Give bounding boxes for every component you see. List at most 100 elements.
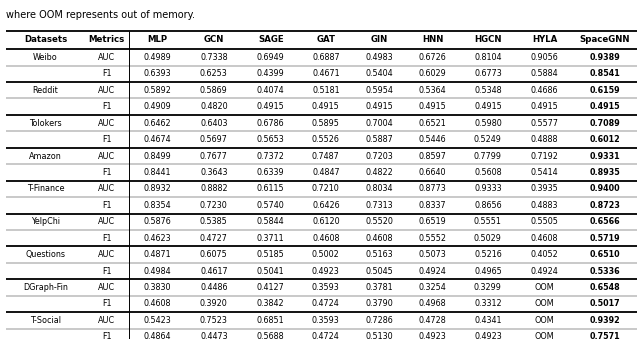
Text: 0.3790: 0.3790: [365, 299, 393, 308]
Text: 0.5719: 0.5719: [589, 234, 620, 243]
Text: 0.4923: 0.4923: [312, 266, 340, 276]
Text: 0.4915: 0.4915: [589, 102, 620, 111]
Text: 0.8723: 0.8723: [589, 201, 620, 210]
Text: T-Finance: T-Finance: [27, 184, 64, 194]
Text: 0.4915: 0.4915: [531, 102, 559, 111]
Text: 0.6339: 0.6339: [257, 168, 285, 177]
Text: 0.5887: 0.5887: [365, 135, 393, 144]
Text: 0.5163: 0.5163: [365, 250, 393, 259]
Text: F1: F1: [102, 332, 111, 339]
Text: 0.5688: 0.5688: [257, 332, 285, 339]
Text: F1: F1: [102, 201, 111, 210]
Text: 0.4883: 0.4883: [531, 201, 559, 210]
Text: 0.5073: 0.5073: [419, 250, 447, 259]
Text: 0.4847: 0.4847: [312, 168, 340, 177]
Text: 0.3842: 0.3842: [257, 299, 285, 308]
Text: 0.4822: 0.4822: [365, 168, 393, 177]
Text: 0.4623: 0.4623: [143, 234, 171, 243]
Text: F1: F1: [102, 135, 111, 144]
Text: F1: F1: [102, 168, 111, 177]
Text: Questions: Questions: [26, 250, 65, 259]
Text: 0.8932: 0.8932: [143, 184, 171, 194]
Text: 0.4923: 0.4923: [474, 332, 502, 339]
Text: 0.4473: 0.4473: [200, 332, 228, 339]
Text: AUC: AUC: [98, 217, 115, 226]
Text: SAGE: SAGE: [258, 35, 284, 44]
Text: 0.5446: 0.5446: [419, 135, 447, 144]
Text: OOM: OOM: [535, 283, 554, 292]
Text: 0.9333: 0.9333: [474, 184, 502, 194]
Text: 0.8104: 0.8104: [474, 53, 502, 62]
Text: 0.6403: 0.6403: [200, 119, 228, 128]
Text: Amazon: Amazon: [29, 152, 62, 161]
Text: 0.6566: 0.6566: [589, 217, 620, 226]
Text: HNN: HNN: [422, 35, 444, 44]
Text: T-Social: T-Social: [30, 316, 61, 325]
Text: F1: F1: [102, 234, 111, 243]
Text: 0.4724: 0.4724: [312, 299, 340, 308]
Text: DGraph-Fin: DGraph-Fin: [23, 283, 68, 292]
Text: 0.6521: 0.6521: [419, 119, 447, 128]
Text: AUC: AUC: [98, 283, 115, 292]
Text: 0.4052: 0.4052: [531, 250, 559, 259]
Text: 0.6029: 0.6029: [419, 69, 447, 78]
Text: 0.4608: 0.4608: [143, 299, 171, 308]
Text: 0.7523: 0.7523: [200, 316, 228, 325]
Text: 0.4888: 0.4888: [531, 135, 559, 144]
Text: 0.4915: 0.4915: [257, 102, 285, 111]
Text: 0.4608: 0.4608: [531, 234, 559, 243]
Text: 0.6887: 0.6887: [312, 53, 340, 62]
Text: 0.6726: 0.6726: [419, 53, 447, 62]
Text: F1: F1: [102, 266, 111, 276]
Text: 0.4724: 0.4724: [312, 332, 340, 339]
Text: 0.8034: 0.8034: [365, 184, 393, 194]
Text: 0.7677: 0.7677: [200, 152, 228, 161]
Text: AUC: AUC: [98, 152, 115, 161]
Text: 0.4924: 0.4924: [419, 266, 447, 276]
Text: 0.5954: 0.5954: [365, 86, 393, 95]
Text: 0.4915: 0.4915: [365, 102, 393, 111]
Text: 0.5029: 0.5029: [474, 234, 502, 243]
Text: 0.5892: 0.5892: [143, 86, 171, 95]
Text: 0.4820: 0.4820: [200, 102, 228, 111]
Text: 0.5869: 0.5869: [200, 86, 228, 95]
Text: 0.8499: 0.8499: [143, 152, 171, 161]
Text: 0.6548: 0.6548: [589, 283, 620, 292]
Text: 0.8882: 0.8882: [200, 184, 228, 194]
Text: 0.4915: 0.4915: [474, 102, 502, 111]
Text: 0.3830: 0.3830: [143, 283, 171, 292]
Text: 0.4968: 0.4968: [419, 299, 447, 308]
Text: 0.5577: 0.5577: [531, 119, 559, 128]
Text: 0.4127: 0.4127: [257, 283, 285, 292]
Text: 0.4924: 0.4924: [531, 266, 559, 276]
Text: 0.6426: 0.6426: [312, 201, 340, 210]
Text: Weibo: Weibo: [33, 53, 58, 62]
Text: 0.3593: 0.3593: [312, 283, 340, 292]
Text: 0.4608: 0.4608: [312, 234, 340, 243]
Text: 0.9389: 0.9389: [589, 53, 620, 62]
Text: 0.5740: 0.5740: [257, 201, 285, 210]
Text: 0.4727: 0.4727: [200, 234, 228, 243]
Text: 0.8337: 0.8337: [419, 201, 447, 210]
Text: 0.7313: 0.7313: [365, 201, 393, 210]
Text: AUC: AUC: [98, 184, 115, 194]
Text: 0.4909: 0.4909: [143, 102, 171, 111]
Text: OOM: OOM: [535, 316, 554, 325]
Text: 0.9392: 0.9392: [589, 316, 620, 325]
Text: 0.4686: 0.4686: [531, 86, 559, 95]
Text: 0.3312: 0.3312: [474, 299, 502, 308]
Text: F1: F1: [102, 102, 111, 111]
Text: 0.5884: 0.5884: [531, 69, 559, 78]
Text: 0.5876: 0.5876: [143, 217, 171, 226]
Text: 0.4671: 0.4671: [312, 69, 340, 78]
Text: OOM: OOM: [535, 299, 554, 308]
Text: 0.6393: 0.6393: [143, 69, 171, 78]
Text: 0.4989: 0.4989: [143, 53, 171, 62]
Text: 0.5414: 0.5414: [531, 168, 559, 177]
Text: 0.4486: 0.4486: [200, 283, 228, 292]
Text: 0.7571: 0.7571: [589, 332, 620, 339]
Text: 0.6253: 0.6253: [200, 69, 228, 78]
Text: 0.4983: 0.4983: [365, 53, 393, 62]
Text: 0.4674: 0.4674: [143, 135, 171, 144]
Text: 0.4341: 0.4341: [474, 316, 502, 325]
